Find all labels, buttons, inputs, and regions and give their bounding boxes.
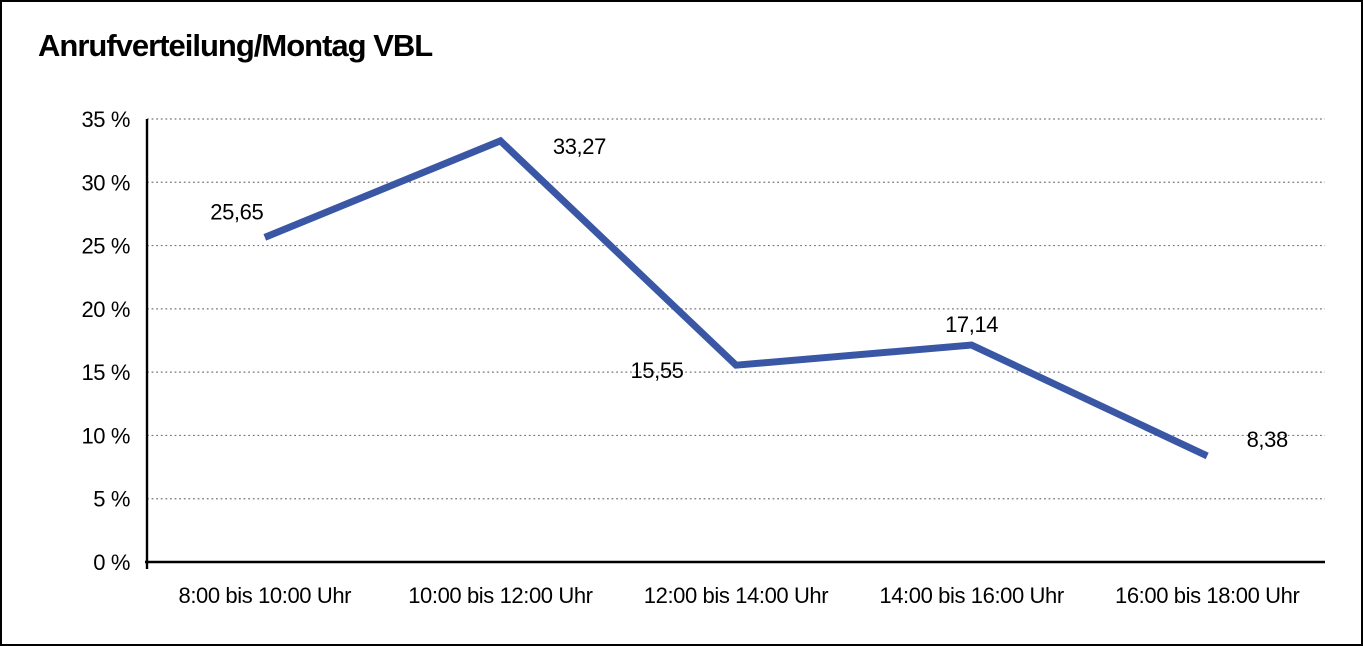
y-tick-label: 15 % (81, 360, 130, 385)
chart-title: Anrufverteilung/Montag VBL (38, 28, 433, 63)
data-line (263, 136, 1209, 460)
x-axis-label: 14:00 bis 16:00 Uhr (879, 583, 1063, 608)
value-label: 15,55 (630, 358, 683, 383)
x-axis-label: 10:00 bis 12:00 Uhr (408, 583, 592, 608)
x-axis-label: 16:00 bis 18:00 Uhr (1115, 583, 1299, 608)
y-tick-label: 10 % (81, 423, 130, 448)
x-axis-label: 12:00 bis 14:00 Uhr (644, 583, 828, 608)
y-tick-label: 25 % (81, 234, 130, 259)
x-axis-label: 8:00 bis 10:00 Uhr (179, 583, 352, 608)
y-tick-label: 5 % (93, 487, 130, 512)
y-tick-label: 35 % (81, 107, 130, 132)
value-label: 25,65 (210, 199, 263, 224)
value-label: 8,38 (1247, 427, 1288, 452)
value-label: 33,27 (553, 134, 606, 159)
y-tick-label: 30 % (81, 170, 130, 195)
value-label: 17,14 (945, 312, 998, 337)
y-tick-label: 20 % (81, 297, 130, 322)
y-tick-label: 0 % (93, 550, 130, 575)
